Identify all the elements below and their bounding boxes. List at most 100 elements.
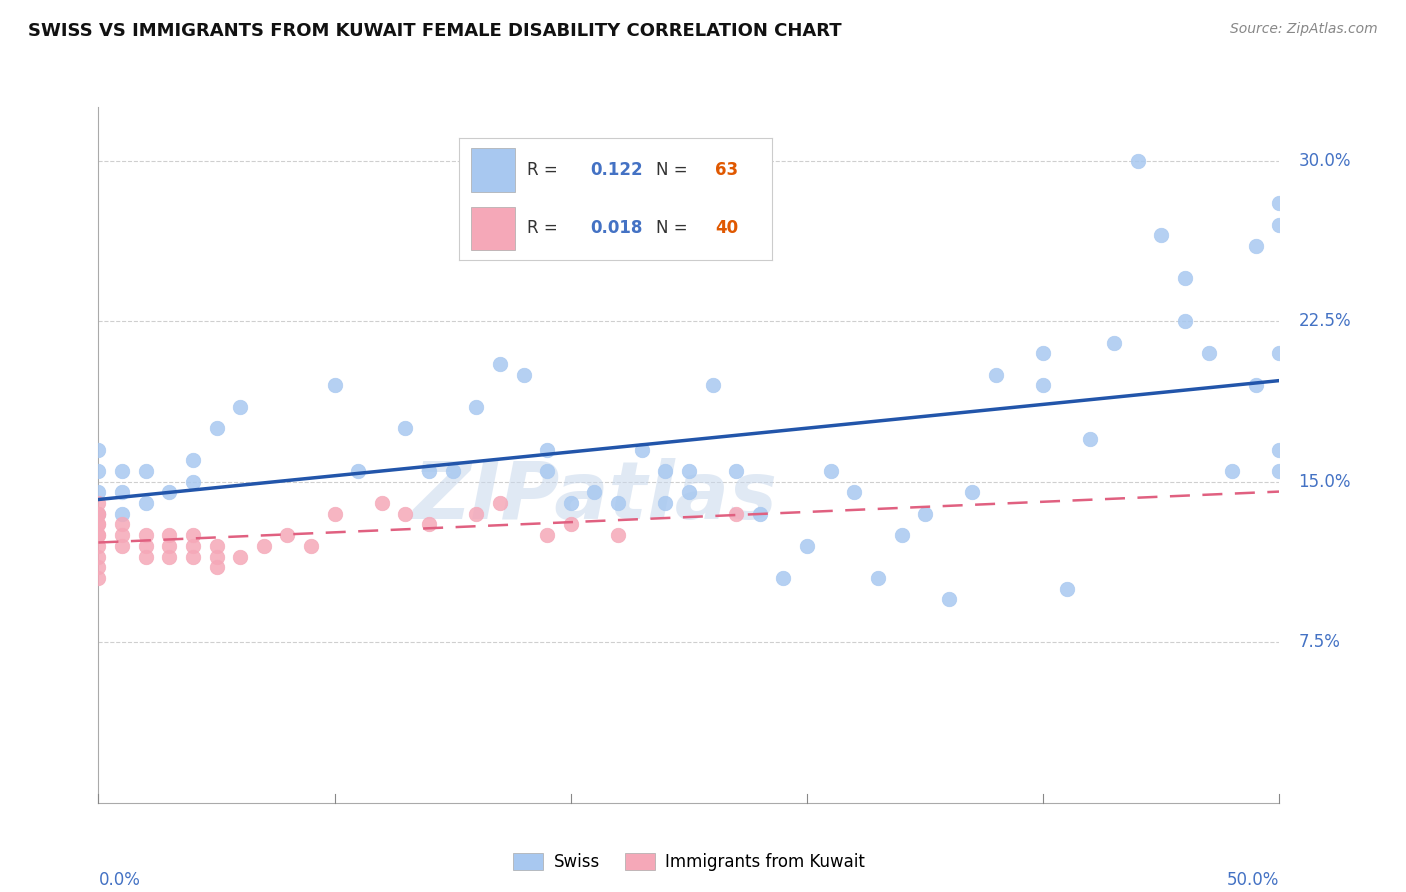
Text: 15.0%: 15.0% [1298, 473, 1351, 491]
Point [87, 549, 110, 564]
Point [418, 464, 440, 478]
Point [87, 528, 110, 542]
Point [560, 517, 582, 532]
Point [489, 496, 512, 510]
Point [229, 549, 252, 564]
Point [1102, 335, 1125, 350]
Point [87, 507, 110, 521]
Point [1268, 464, 1291, 478]
Point [205, 549, 228, 564]
Point [1174, 271, 1197, 285]
Point [135, 549, 157, 564]
Point [1080, 432, 1102, 446]
Point [135, 464, 157, 478]
Point [157, 528, 180, 542]
Text: SWISS VS IMMIGRANTS FROM KUWAIT FEMALE DISABILITY CORRELATION CHART: SWISS VS IMMIGRANTS FROM KUWAIT FEMALE D… [28, 22, 842, 40]
Point [87, 560, 110, 574]
Point [1268, 196, 1291, 211]
Point [1126, 153, 1149, 168]
Point [1056, 582, 1078, 596]
Point [772, 571, 794, 585]
Point [844, 485, 866, 500]
Point [299, 539, 322, 553]
Point [87, 528, 110, 542]
Point [1244, 239, 1267, 253]
Point [607, 528, 630, 542]
Point [702, 378, 724, 392]
Point [1150, 228, 1173, 243]
Point [536, 528, 558, 542]
Point [820, 464, 842, 478]
Point [890, 528, 912, 542]
Point [678, 485, 700, 500]
Point [323, 378, 346, 392]
Point [276, 528, 298, 542]
Point [181, 528, 204, 542]
Point [536, 442, 558, 457]
Point [607, 496, 630, 510]
Point [87, 507, 110, 521]
Point [914, 507, 936, 521]
Point [87, 539, 110, 553]
Point [583, 485, 606, 500]
Point [962, 485, 984, 500]
Point [347, 464, 370, 478]
Point [111, 539, 134, 553]
Point [111, 528, 134, 542]
Point [205, 421, 228, 435]
Point [87, 517, 110, 532]
Point [87, 571, 110, 585]
Point [181, 475, 204, 489]
Point [630, 442, 652, 457]
Point [536, 464, 558, 478]
Point [465, 400, 488, 414]
Point [181, 539, 204, 553]
Point [135, 528, 157, 542]
Point [1198, 346, 1220, 360]
Point [1032, 378, 1054, 392]
Point [678, 464, 700, 478]
Point [323, 507, 346, 521]
Point [157, 539, 180, 553]
Point [371, 496, 394, 510]
Point [1244, 378, 1267, 392]
Point [1268, 442, 1291, 457]
Point [181, 453, 204, 467]
Text: Source: ZipAtlas.com: Source: ZipAtlas.com [1230, 22, 1378, 37]
Point [1220, 464, 1243, 478]
Point [87, 464, 110, 478]
Point [796, 539, 818, 553]
Point [111, 485, 134, 500]
Point [984, 368, 1007, 382]
Point [938, 592, 960, 607]
Point [489, 357, 512, 371]
Point [1268, 346, 1291, 360]
Point [157, 485, 180, 500]
Point [1174, 314, 1197, 328]
Text: 22.5%: 22.5% [1298, 312, 1351, 330]
Point [725, 464, 748, 478]
Point [512, 368, 534, 382]
Point [135, 539, 157, 553]
Point [111, 464, 134, 478]
Text: 7.5%: 7.5% [1298, 633, 1340, 651]
Point [465, 507, 488, 521]
Point [181, 549, 204, 564]
Point [866, 571, 889, 585]
Point [725, 507, 748, 521]
Legend: Swiss, Immigrants from Kuwait: Swiss, Immigrants from Kuwait [506, 847, 872, 878]
Point [87, 496, 110, 510]
Point [111, 517, 134, 532]
Point [135, 496, 157, 510]
Point [441, 464, 464, 478]
Point [1032, 346, 1054, 360]
Point [229, 400, 252, 414]
Text: ZIPatlas: ZIPatlas [412, 458, 778, 536]
Point [394, 507, 416, 521]
Point [87, 507, 110, 521]
Text: 0.0%: 0.0% [98, 871, 141, 889]
Point [157, 549, 180, 564]
Point [654, 464, 676, 478]
Point [394, 421, 416, 435]
Point [87, 485, 110, 500]
